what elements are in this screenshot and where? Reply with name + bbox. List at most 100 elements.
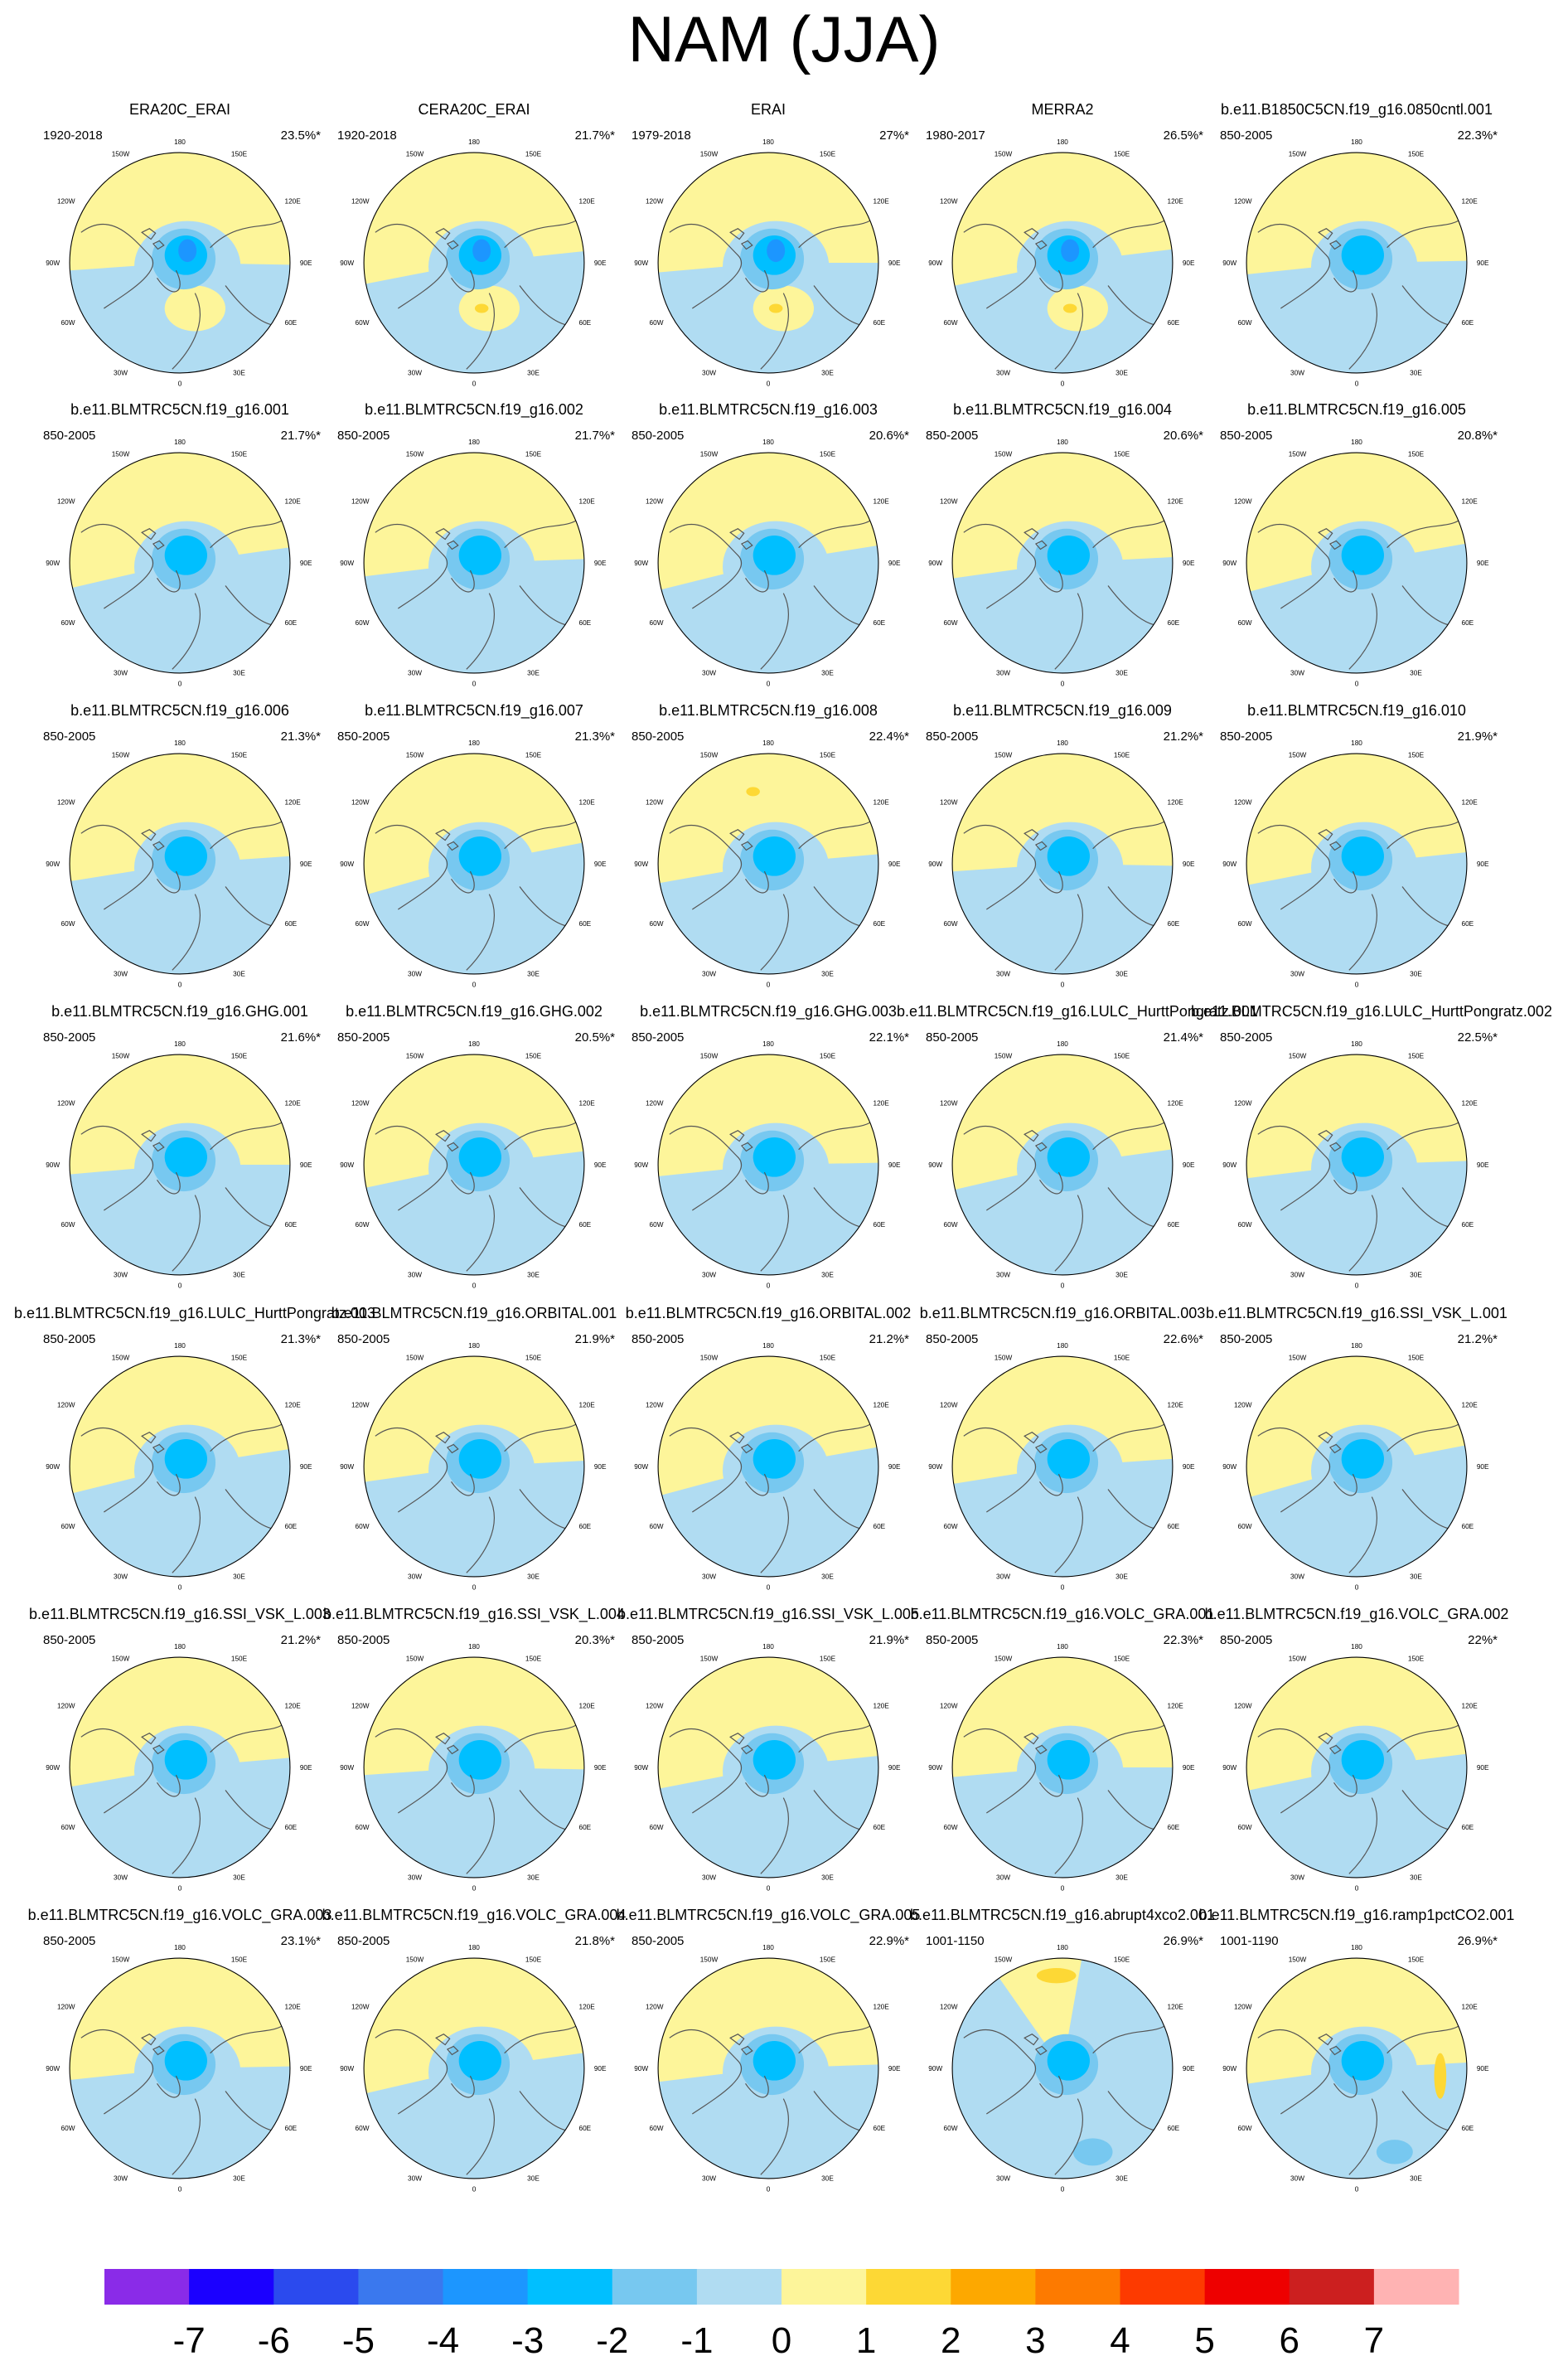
longitude-label: 90E	[1183, 1764, 1195, 1772]
panel-years: 850-2005	[632, 429, 685, 443]
longitude-label: 30E	[527, 670, 540, 677]
longitude-label: 60W	[61, 2125, 75, 2132]
longitude-label: 150E	[1114, 1956, 1130, 1964]
panel-years: 1920-2018	[43, 128, 103, 143]
longitude-label: 180	[468, 1643, 480, 1651]
longitude-label: 60E	[285, 319, 298, 327]
longitude-label: 90W	[1222, 1463, 1236, 1471]
longitude-label: 180	[1057, 1040, 1068, 1048]
longitude-label: 120W	[646, 1402, 664, 1409]
longitude-label: 120E	[1168, 2004, 1184, 2011]
polar-map: 180 0 90W 90E 150W 150E 120W 120E 60W 60E 30W 30E	[634, 1944, 901, 2194]
longitude-label: 0	[472, 1885, 477, 1893]
longitude-label: 120E	[579, 198, 596, 206]
longitude-label: 180	[468, 1342, 480, 1350]
longitude-label: 90W	[928, 1764, 942, 1772]
longitude-label: 150E	[820, 151, 836, 158]
longitude-label: 180	[468, 439, 480, 446]
longitude-label: 150W	[112, 451, 130, 458]
longitude-label: 60E	[285, 1824, 298, 1831]
longitude-label: 150E	[525, 1656, 542, 1663]
panel-years: 850-2005	[1220, 1332, 1273, 1346]
longitude-label: 30W	[114, 1272, 128, 1279]
longitude-label: 150E	[231, 1053, 248, 1060]
longitude-label: 90E	[300, 1764, 312, 1772]
longitude-label: 120W	[1234, 799, 1252, 807]
colorbar-swatch	[527, 2269, 613, 2305]
longitude-label: 60W	[61, 619, 75, 627]
panel-title: b.e11.BLMTRC5CN.f19_g16.VOLC_GRA.001	[910, 1606, 1215, 1622]
longitude-label: 0	[178, 1282, 182, 1290]
longitude-label: 60E	[579, 1523, 592, 1530]
colorbar-tick-label: -1	[680, 2320, 713, 2356]
longitude-label: 120E	[874, 498, 890, 506]
longitude-label: 0	[1355, 1282, 1359, 1290]
longitude-label: 180	[468, 1944, 480, 1951]
longitude-label: 90W	[1222, 1161, 1236, 1169]
polar-map: 180 0 90W 90E 150W 150E 120W 120E 60W 60E 30W 30E	[1222, 1040, 1489, 1290]
panel-title: b.e11.BLMTRC5CN.f19_g16.ORBITAL.001	[331, 1305, 617, 1321]
colorbar-tick-label: 6	[1280, 2320, 1299, 2356]
longitude-label: 0	[1355, 2186, 1359, 2194]
longitude-label: 90W	[928, 1161, 942, 1169]
longitude-label: 120W	[1234, 498, 1252, 506]
longitude-label: 90W	[340, 259, 354, 267]
longitude-label: 60E	[1462, 1824, 1474, 1831]
longitude-label: 30E	[821, 370, 834, 377]
panel-title: ERA20C_ERAI	[128, 101, 231, 118]
longitude-label: 120E	[579, 799, 596, 807]
longitude-label: 30E	[821, 670, 834, 677]
colorbar-tick-label: -7	[173, 2320, 206, 2356]
colorbar-swatch	[782, 2269, 867, 2305]
longitude-label: 120E	[579, 1402, 596, 1409]
longitude-label: 60W	[944, 619, 958, 627]
longitude-label: 120E	[579, 498, 596, 506]
longitude-label: 60W	[944, 1824, 958, 1831]
longitude-label: 90W	[634, 259, 648, 267]
longitude-label: 30W	[408, 1272, 422, 1279]
longitude-label: 90W	[634, 860, 648, 868]
longitude-label: 90E	[300, 259, 312, 267]
longitude-label: 120W	[1234, 2004, 1252, 2011]
panel-explained-variance: 21.3%*	[280, 730, 321, 744]
longitude-label: 150E	[525, 151, 542, 158]
longitude-label: 90W	[634, 2065, 648, 2072]
longitude-label: 180	[174, 138, 186, 146]
longitude-label: 150W	[1289, 1956, 1307, 1964]
longitude-label: 30E	[527, 1874, 540, 1882]
colorbar-tick-label: 2	[941, 2320, 961, 2356]
map-panel: b.e11.BLMTRC5CN.f19_g16.GHG.001 850-2005 2…	[31, 1003, 329, 1302]
map-panel: b.e11.BLMTRC5CN.f19_g16.006 850-2005 21.3%…	[31, 702, 329, 1001]
longitude-label: 120E	[1462, 2004, 1478, 2011]
longitude-label: 150W	[995, 1956, 1013, 1964]
longitude-label: 120W	[57, 1402, 75, 1409]
colorbar-tick-label: -6	[258, 2320, 290, 2356]
map-panel: b.e11.BLMTRC5CN.f19_g16.VOLC_GRA.002 850-…	[1205, 1606, 1509, 1904]
longitude-label: 60W	[650, 1221, 664, 1229]
longitude-label: 150W	[1289, 451, 1307, 458]
longitude-label: 30E	[1116, 971, 1128, 978]
longitude-label: 60W	[356, 1221, 370, 1229]
longitude-label: 90E	[1183, 860, 1195, 868]
longitude-label: 180	[1351, 138, 1362, 146]
longitude-label: 0	[767, 1584, 771, 1592]
longitude-label: 150W	[700, 1053, 719, 1060]
longitude-label: 150W	[700, 1656, 719, 1663]
longitude-label: 30W	[1290, 370, 1304, 377]
longitude-label: 60E	[874, 1824, 886, 1831]
panel-years: 850-2005	[1220, 1030, 1273, 1045]
longitude-label: 30W	[114, 370, 128, 377]
longitude-label: 30E	[821, 1874, 834, 1882]
panel-years: 850-2005	[337, 429, 390, 443]
longitude-label: 150E	[820, 1956, 836, 1964]
panel-explained-variance: 26.9%*	[1457, 1934, 1498, 1948]
longitude-label: 60E	[1168, 319, 1180, 327]
longitude-label: 30E	[821, 1272, 834, 1279]
longitude-label: 150E	[1408, 1053, 1425, 1060]
panel-title: b.e11.BLMTRC5CN.f19_g16.005	[1247, 401, 1466, 418]
longitude-label: 180	[1057, 1342, 1068, 1350]
panel-explained-variance: 21.6%*	[280, 1030, 321, 1045]
longitude-label: 30W	[702, 1874, 716, 1882]
longitude-label: 120E	[285, 1402, 302, 1409]
longitude-label: 60E	[579, 920, 592, 928]
